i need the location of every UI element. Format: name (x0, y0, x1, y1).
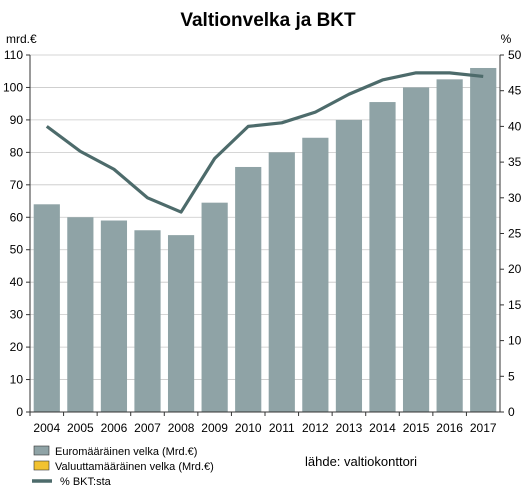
right-tick-label-5: 5 (508, 369, 515, 383)
left-tick-label-90: 90 (10, 113, 24, 127)
legend-label-currency-debt: Valuuttamääräinen velka (Mrd.€) (55, 461, 214, 473)
right-axis-ticks: 0 5 10 15 20 25 30 35 40 45 50 (500, 48, 522, 419)
bar-2005 (67, 217, 94, 412)
axes (29, 55, 501, 413)
left-axis-unit: mrd.€ (6, 32, 37, 46)
x-tick-label-2008: 2008 (168, 421, 195, 435)
bar-2004 (33, 204, 60, 412)
x-tick-label-2010: 2010 (235, 421, 262, 435)
x-tick-label-2005: 2005 (67, 421, 94, 435)
x-tick-label-2006: 2006 (101, 421, 128, 435)
left-tick-label-40: 40 (10, 275, 24, 289)
gdp-ratio-polyline (45, 71, 484, 214)
left-tick-label-50: 50 (10, 243, 24, 257)
x-tick-label-2014: 2014 (369, 421, 396, 435)
x-tick-label-2004: 2004 (33, 421, 60, 435)
legend-swatch-euro-debt (33, 445, 50, 456)
bar-2017 (470, 67, 497, 413)
left-tick-label-10: 10 (10, 373, 24, 387)
x-tick-label-2013: 2013 (336, 421, 363, 435)
bar-2015 (402, 87, 430, 413)
bar-2008 (167, 235, 195, 412)
right-tick-label-45: 45 (508, 84, 522, 98)
right-tick-label-25: 25 (508, 227, 522, 241)
right-tick-label-50: 50 (508, 48, 522, 62)
bar-2014 (369, 102, 396, 413)
gdp-ratio-line (45, 71, 484, 214)
legend-swatch-currency-debt (33, 460, 50, 471)
right-tick-label-40: 40 (508, 119, 522, 133)
bar-2016 (436, 79, 463, 412)
x-axis-ticks: 2004 2005 2006 2007 2008 2009 2010 2011 2012 2013… (29, 412, 497, 435)
bar-2013 (335, 119, 363, 412)
left-axis-ticks: 0 10 20 30 40 50 60 70 80 90 100 110 (3, 48, 30, 419)
right-tick-label-20: 20 (508, 262, 522, 276)
gridlines (30, 54, 500, 413)
legend-label-euro-debt: Euromääräinen velka (Mrd.€) (55, 446, 197, 458)
bar-2012 (302, 137, 329, 412)
legend-item-currency-debt: Valuuttamääräinen velka (Mrd.€) (33, 460, 214, 473)
bar-2009 (201, 202, 228, 412)
right-tick-label-35: 35 (508, 155, 522, 169)
right-tick-label-0: 0 (508, 405, 515, 419)
legend: Euromääräinen velka (Mrd.€) Valuuttamäär… (32, 445, 214, 488)
left-tick-label-20: 20 (10, 340, 24, 354)
x-tick-label-2011: 2011 (269, 421, 295, 435)
source-note: lähde: valtiokonttori (305, 454, 417, 469)
left-tick-label-110: 110 (4, 48, 23, 62)
bars (33, 67, 497, 413)
bar-2010 (235, 166, 262, 412)
right-axis-unit: % (501, 32, 512, 46)
bar-2006 (100, 220, 128, 412)
x-tick-label-2007: 2007 (134, 421, 161, 435)
legend-item-gdp-ratio: % BKT:sta (32, 476, 112, 488)
x-tick-label-2009: 2009 (201, 421, 228, 435)
right-tick-label-10: 10 (508, 334, 522, 348)
left-tick-label-60: 60 (10, 210, 24, 224)
x-tick-label-2017: 2017 (470, 421, 497, 435)
bar-2011 (268, 152, 295, 412)
legend-label-gdp-ratio: % BKT:sta (60, 476, 112, 488)
left-tick-label-70: 70 (10, 178, 24, 192)
left-tick-label-100: 100 (3, 80, 23, 94)
x-tick-label-2016: 2016 (436, 421, 463, 435)
x-tick-label-2015: 2015 (403, 421, 430, 435)
right-tick-label-30: 30 (508, 191, 522, 205)
left-tick-label-80: 80 (10, 145, 24, 159)
bar-2007 (134, 230, 161, 412)
chart-title: Valtionvelka ja BKT (180, 10, 356, 31)
legend-item-euro-debt: Euromääräinen velka (Mrd.€) (33, 445, 197, 458)
left-tick-label-0: 0 (16, 405, 23, 419)
x-tick-label-2012: 2012 (302, 421, 329, 435)
left-tick-label-30: 30 (10, 308, 24, 322)
right-tick-label-15: 15 (508, 298, 522, 312)
